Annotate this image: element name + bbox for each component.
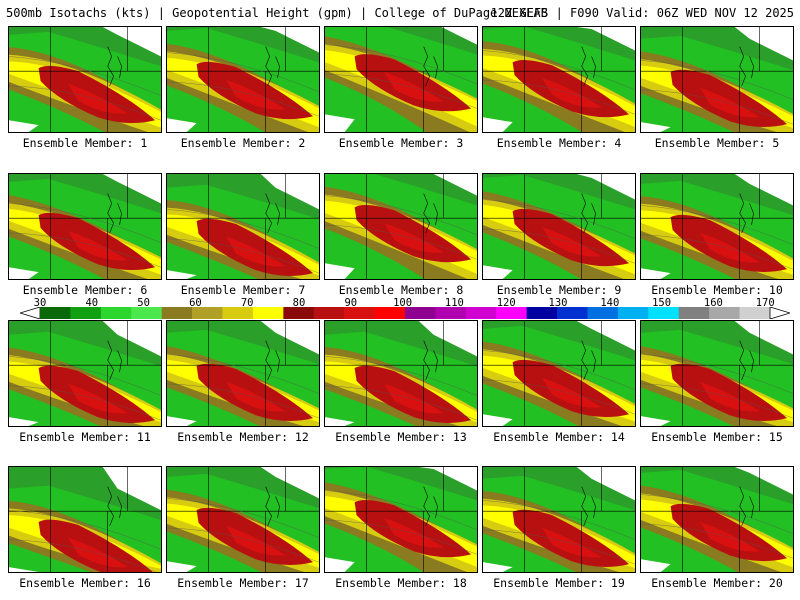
ensemble-member-map [640,173,794,280]
ensemble-member-map [640,26,794,133]
ensemble-member-label: Ensemble Member: 9 [496,283,622,297]
ensemble-member-map [166,26,320,133]
colorbar-swatch [161,307,193,319]
ensemble-member-label: Ensemble Member: 19 [493,576,625,590]
ensemble-member-map [166,466,320,573]
ensemble-member-map [8,26,162,133]
ensemble-member-map [324,26,478,133]
colorbar-swatch [496,307,527,319]
colorbar-tick-label: 100 [393,297,413,309]
ensemble-member-label: Ensemble Member: 10 [651,283,783,297]
colorbar-swatch [192,307,223,319]
colorbar-swatch [587,307,619,319]
colorbar-tick-label: 50 [137,297,150,309]
colorbar-swatch [131,307,162,319]
colorbar-tick-label: 140 [600,297,620,309]
ensemble-member-label: Ensemble Member: 20 [651,576,783,590]
ensemble-member-map [640,320,794,427]
colorbar-tick-label: 160 [703,297,723,309]
colorbar-swatch [222,307,254,319]
colorbar-swatch [252,307,284,319]
colorbar-swatch [435,307,467,319]
colorbar-tick-label: 110 [444,297,464,309]
ensemble-member-map [8,320,162,427]
ensemble-member-label: Ensemble Member: 14 [493,430,625,444]
ensemble-member-map [324,466,478,573]
ensemble-member-map [482,26,636,133]
ensemble-member-map [8,466,162,573]
colorbar-max-arrow [769,307,790,319]
colorbar-swatch [100,307,132,319]
colorbar-swatch [709,307,740,319]
colorbar-tick-label: 40 [85,297,99,309]
ensemble-member-label: Ensemble Member: 7 [180,283,306,297]
colorbar-tick-label: 90 [344,297,358,309]
colorbar-swatch [374,307,406,319]
colorbar-swatch [70,307,102,319]
ensemble-member-label: Ensemble Member: 15 [651,430,783,444]
colorbar-swatch [283,307,315,319]
colorbar-swatch [405,307,436,319]
run-info: 12Z GEFS | F090 Valid: 06Z WED NOV 12 20… [490,6,794,20]
colorbar-swatch [617,307,649,319]
colorbar [20,307,790,319]
ensemble-member-label: Ensemble Member: 4 [496,136,622,150]
ensemble-member-map [482,173,636,280]
colorbar-swatch [526,307,558,319]
colorbar-tick-label: 70 [240,297,254,309]
colorbar-tick-label: 130 [548,297,568,309]
colorbar-tick-label: 150 [652,297,672,309]
colorbar-tick-label: 80 [292,297,306,309]
ensemble-member-label: Ensemble Member: 18 [335,576,467,590]
colorbar-tick-label: 60 [189,297,202,309]
colorbar-tick-label: 120 [496,297,516,309]
colorbar-tick-label: 170 [755,297,775,309]
ensemble-member-label: Ensemble Member: 17 [177,576,309,590]
ensemble-member-map [166,173,320,280]
ensemble-member-map [482,466,636,573]
ensemble-member-map [324,320,478,427]
ensemble-member-label: Ensemble Member: 5 [654,136,780,150]
ensemble-member-map [640,466,794,573]
colorbar-swatch [557,307,588,319]
colorbar-swatch [678,307,710,319]
ensemble-member-label: Ensemble Member: 11 [19,430,151,444]
ensemble-member-label: Ensemble Member: 8 [338,283,464,297]
ensemble-member-map [482,320,636,427]
colorbar-swatch [465,307,497,319]
ensemble-member-map [166,320,320,427]
page-title: 500mb Isotachs (kts) | Geopotential Heig… [6,6,548,20]
colorbar-swatch [344,307,375,319]
ensemble-member-map [8,173,162,280]
colorbar-swatch [40,307,71,319]
colorbar-swatch [739,307,771,319]
ensemble-member-label: Ensemble Member: 13 [335,430,467,444]
ensemble-member-label: Ensemble Member: 1 [22,136,148,150]
ensemble-member-map [324,173,478,280]
colorbar-swatch [313,307,345,319]
ensemble-member-label: Ensemble Member: 16 [19,576,151,590]
ensemble-member-label: Ensemble Member: 2 [180,136,306,150]
ensemble-member-label: Ensemble Member: 12 [177,430,309,444]
colorbar-tick-label: 30 [33,297,47,309]
colorbar-swatch [648,307,680,319]
ensemble-member-label: Ensemble Member: 6 [22,283,148,297]
ensemble-member-label: Ensemble Member: 3 [338,136,464,150]
